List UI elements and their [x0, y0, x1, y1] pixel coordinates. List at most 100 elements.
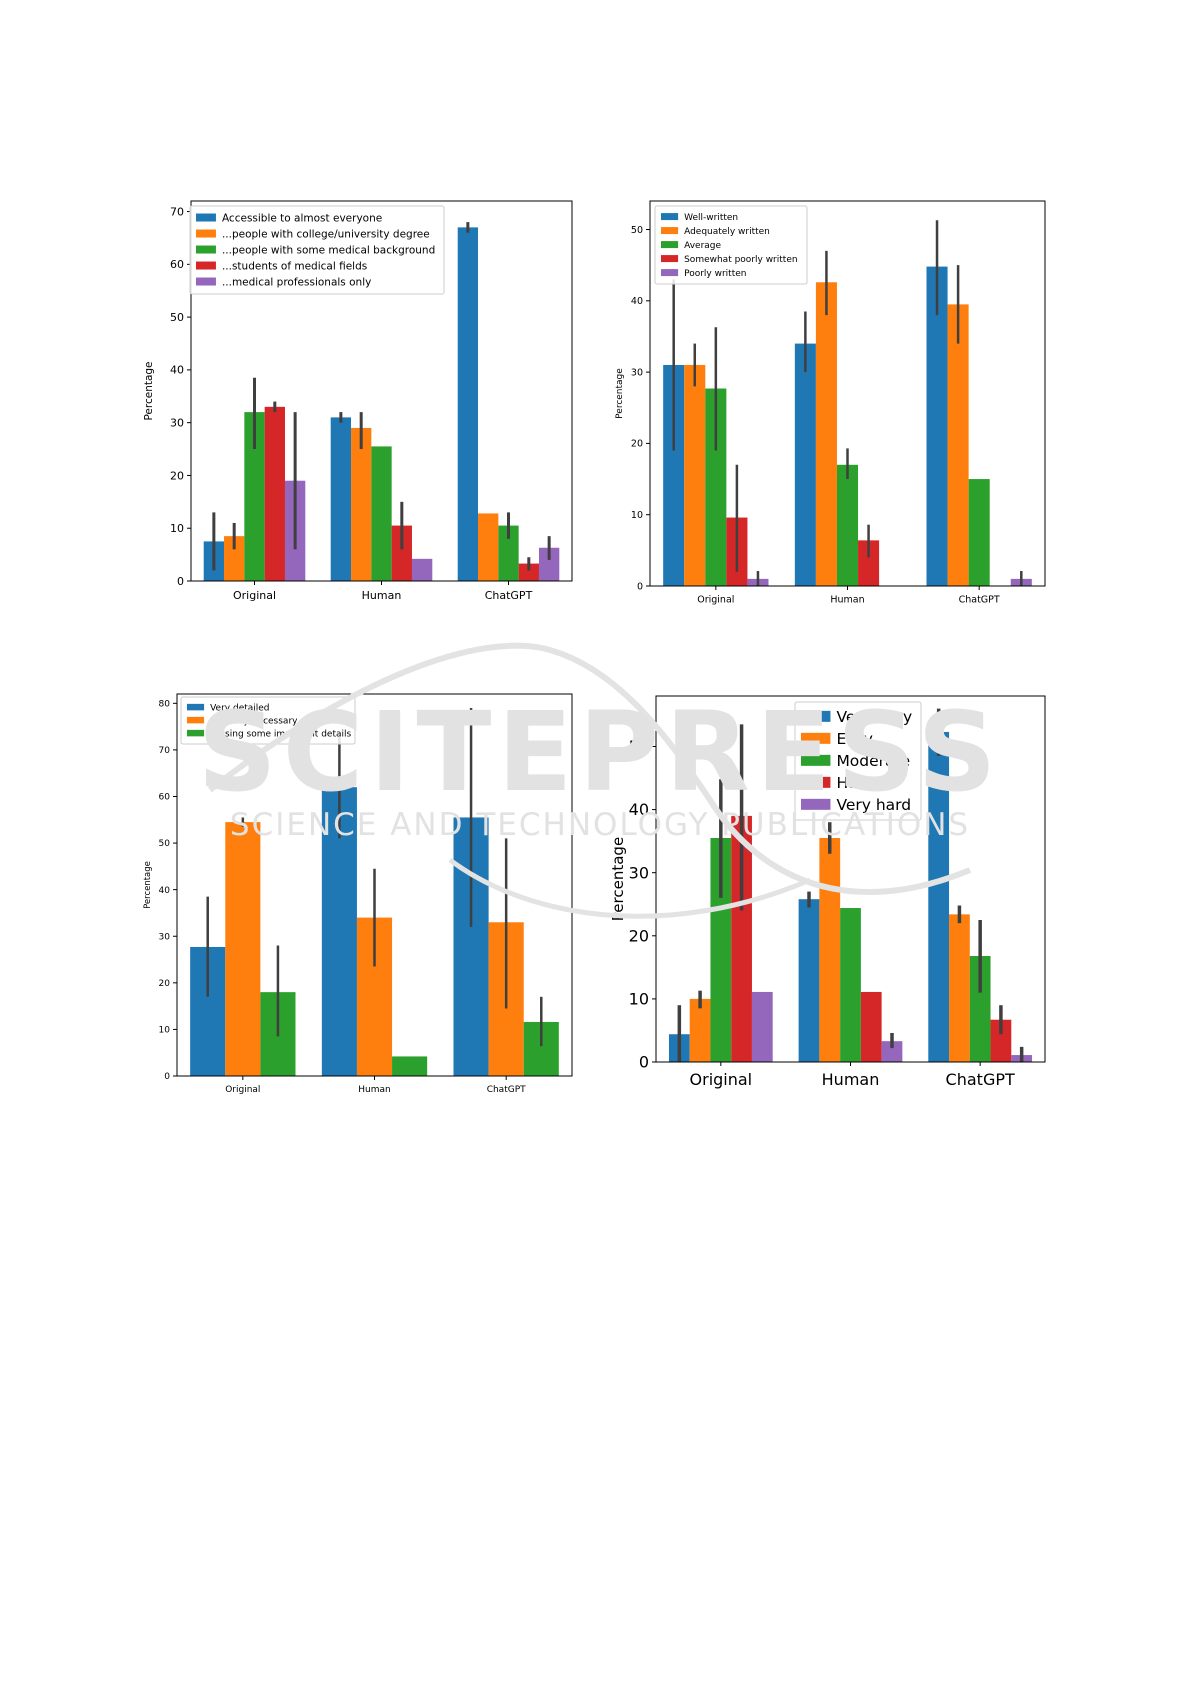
legend-box — [189, 205, 445, 295]
y-tick-label: 10 — [631, 510, 643, 521]
bar — [705, 388, 727, 586]
x-tick-label: Human — [822, 1070, 880, 1089]
y-tick-label: 50 — [631, 225, 643, 236]
bar — [751, 991, 773, 1062]
y-axis-label: Percentage — [609, 837, 627, 921]
y-tick-label: 10 — [629, 989, 649, 1008]
y-tick-label: 20 — [159, 979, 171, 989]
y-tick-label: 60 — [159, 793, 171, 803]
x-tick-label: Human — [362, 589, 402, 602]
legend-label: ...students of medical fields — [222, 261, 367, 273]
series-2 — [244, 377, 519, 581]
bar — [518, 563, 539, 581]
y-tick-label: 30 — [159, 932, 171, 942]
bar — [860, 991, 882, 1062]
bar — [949, 914, 970, 1062]
bar — [371, 446, 392, 581]
series-2 — [705, 327, 990, 586]
x-tick-label: ChatGPT — [487, 1085, 526, 1095]
y-tick-label: 80 — [159, 699, 171, 709]
legend-swatch — [661, 213, 679, 221]
legend-label: Somewhat poorly written — [684, 255, 797, 265]
legend-swatch — [801, 798, 831, 810]
legend-swatch — [196, 229, 216, 238]
series-4 — [747, 571, 1032, 586]
legend-label: Very easy — [836, 708, 912, 726]
x-tick-label: ChatGPT — [946, 1070, 1015, 1089]
bar — [947, 304, 969, 586]
bar — [663, 364, 685, 586]
bar — [689, 998, 711, 1062]
series-4 — [751, 991, 1033, 1062]
legend-label: Well-written — [684, 213, 738, 223]
y-tick-label: 30 — [629, 863, 649, 882]
legend-label: Adequately written — [684, 227, 770, 237]
legend-label: Very hard — [836, 796, 911, 814]
bar — [798, 899, 820, 1062]
bar — [330, 417, 352, 581]
y-tick-label: 50 — [170, 311, 184, 324]
y-tick-label: 20 — [631, 439, 643, 450]
bar — [858, 540, 880, 586]
legend-swatch — [661, 269, 679, 277]
y-tick-label: 70 — [170, 205, 184, 218]
legend-label: Hard — [836, 774, 873, 792]
bar — [411, 558, 433, 581]
series-4 — [284, 412, 560, 581]
legend-label: Easy — [836, 730, 873, 748]
y-tick-label: 0 — [637, 581, 643, 592]
y-tick-label: 70 — [159, 746, 171, 756]
bar — [457, 227, 479, 581]
y-tick-label: 30 — [631, 367, 643, 378]
legend-swatch — [661, 255, 679, 263]
y-tick-label: 60 — [170, 258, 184, 271]
x-tick-label: ChatGPT — [485, 589, 533, 602]
bar — [498, 525, 519, 581]
bar — [264, 406, 285, 581]
series-1 — [684, 250, 969, 586]
y-tick-label: 40 — [159, 886, 171, 896]
y-tick-label: 40 — [629, 800, 649, 819]
legend-label: ...people with college/university degree — [222, 229, 430, 241]
x-tick-label: Human — [830, 595, 864, 606]
y-tick-label: 20 — [629, 926, 649, 945]
legend-swatch — [801, 754, 831, 766]
bar — [840, 908, 861, 1062]
legend-label: ...people with some medical background — [222, 245, 435, 257]
bar — [836, 464, 859, 586]
y-tick-label: 50 — [629, 737, 649, 756]
bar — [538, 547, 560, 581]
legend-label: Moderate — [836, 752, 910, 770]
y-tick-label: 0 — [177, 575, 184, 588]
bar — [351, 427, 372, 581]
bar — [969, 955, 991, 1062]
legend: Well-written Adequately written Average Som… — [654, 205, 808, 285]
y-axis-label: Percentage — [615, 368, 625, 419]
legend-label: Poorly written — [684, 269, 746, 279]
bar — [224, 536, 245, 581]
bar — [684, 364, 706, 586]
legend-swatch — [801, 732, 831, 744]
legend-label: ...medical professionals only — [222, 277, 371, 289]
legend-swatch — [801, 710, 831, 722]
legend-swatch — [196, 213, 216, 222]
legend: Accessible to almost everyone ...people w… — [189, 205, 445, 295]
y-tick-label: 50 — [159, 839, 171, 849]
x-tick-label: ChatGPT — [959, 595, 1000, 606]
series-2 — [260, 945, 559, 1076]
y-tick-label: 30 — [170, 417, 184, 430]
legend-swatch — [196, 245, 216, 254]
legend-swatch — [661, 241, 679, 249]
y-tick-label: 10 — [170, 522, 184, 535]
bar — [794, 343, 816, 586]
bar — [391, 525, 412, 581]
bar — [928, 731, 950, 1062]
y-axis-label: Percentage — [143, 861, 153, 909]
series-0 — [663, 220, 948, 586]
y-axis-label: Percentage — [143, 361, 155, 420]
legend-swatch — [801, 776, 831, 788]
